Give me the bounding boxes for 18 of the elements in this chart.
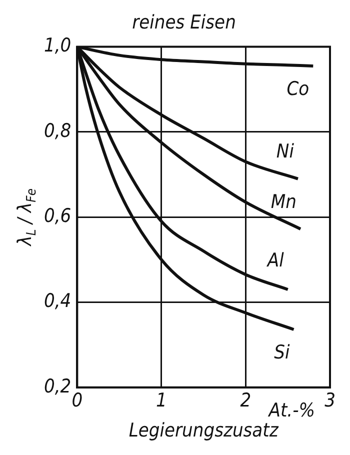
x-tick-label: 1: [156, 390, 167, 412]
x-tick-label: 3: [324, 390, 336, 412]
x-axis-title: Legierungszusatz: [128, 420, 280, 442]
y-tick-label: 1,0: [44, 34, 72, 57]
text: At.-%: [268, 399, 315, 422]
series-label: Al: [266, 249, 284, 272]
y-tick-label: 0,8: [44, 120, 72, 142]
x-tick-label: 2: [240, 390, 252, 412]
series-label: Mn: [270, 190, 297, 213]
series-label: Si: [274, 341, 290, 364]
y-tick-label: 0,2: [44, 375, 72, 398]
y-tick-label: 0,6: [44, 205, 72, 228]
y-axis-title: λL / λFe: [14, 188, 40, 247]
chart-title: reines Eisen: [132, 11, 236, 34]
series-label: Ni: [276, 140, 294, 163]
series-label: Co: [286, 78, 310, 100]
y-tick-label: 0,4: [44, 290, 72, 312]
x-tick-label: 0: [72, 390, 83, 412]
